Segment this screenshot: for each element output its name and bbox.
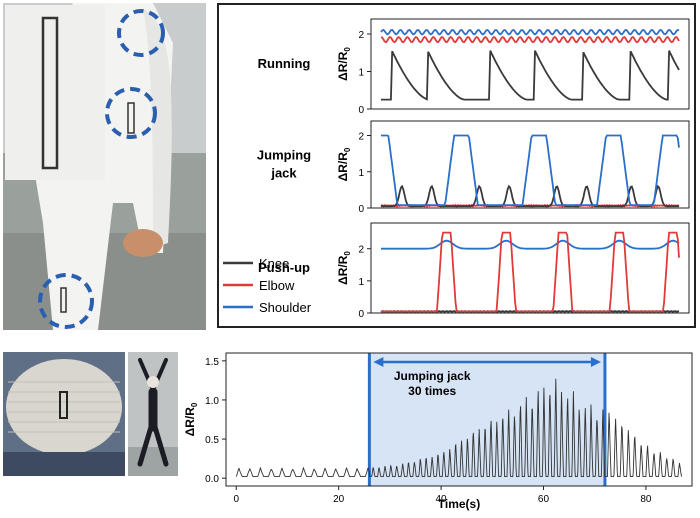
row-ylabel: ΔR/R0 — [336, 47, 352, 81]
row-ytick-label: 1 — [358, 168, 364, 179]
activity-row-3: Push-up ΔR/R0 0 1 2 Knee Elbow Shoulder — [223, 222, 690, 320]
body-photo — [3, 3, 206, 330]
row-ytick-label: 0 — [358, 309, 364, 320]
row-ytick-label: 1 — [358, 277, 364, 288]
series-elbow — [381, 231, 680, 313]
row-ytick-label: 2 — [358, 132, 364, 143]
series-shoulder — [381, 134, 680, 207]
row-ytick-label: 0 — [358, 204, 364, 215]
mask-chart-panel: Jumping jack 30 times 0 20 40 60 80 0.0 0.5 1.0 1.… — [182, 350, 697, 513]
activity-row-2: Jumping jack ΔR/R0 0 1 2 — [257, 120, 690, 215]
mask-xlabel: Time(s) — [438, 497, 480, 511]
row-ytick-label: 0 — [358, 105, 364, 116]
legend-label: Knee — [259, 256, 289, 271]
mask-axes — [225, 352, 693, 487]
series-shoulder — [380, 28, 680, 36]
mask-signal-line — [235, 378, 683, 478]
row-ytick-label: 2 — [358, 245, 364, 256]
arrow-head-right — [590, 357, 601, 367]
mask-xtick-label: 60 — [538, 494, 550, 505]
row-ytick-label: 2 — [358, 30, 364, 41]
row-axes — [370, 18, 690, 110]
row-ytick-label: 1 — [358, 68, 364, 79]
mask-ytick-label: 1.5 — [205, 357, 219, 368]
activity-row-1: Running ΔR/R0 0 1 2 — [258, 18, 690, 116]
activity-panel: Running ΔR/R0 0 1 2 Jumping jack ΔR/R0 0 1 2 Push-u… — [217, 3, 696, 328]
row-ylabel: ΔR/R0 — [336, 251, 352, 285]
jumping-person-photo — [128, 352, 178, 476]
series-elbow — [380, 35, 680, 44]
mask-ytick-label: 0.0 — [205, 474, 219, 485]
mask-ylabel: ΔR/R0 — [183, 402, 199, 436]
row-ylabel: ΔR/R0 — [336, 147, 352, 181]
mask-photo — [3, 352, 125, 476]
highlight-label: Jumping jack — [394, 369, 471, 383]
mask-ytick-label: 1.0 — [205, 396, 219, 407]
mask-xtick-label: 20 — [333, 494, 345, 505]
series-shoulder — [381, 239, 680, 250]
row-axes — [370, 120, 690, 209]
highlight-label: 30 times — [408, 384, 456, 398]
arrow-head-left — [373, 357, 384, 367]
row-title: jack — [270, 166, 297, 181]
legend-label: Elbow — [259, 278, 295, 293]
mask-ytick-label: 0.5 — [205, 435, 219, 446]
legend-label: Shoulder — [259, 300, 312, 315]
mask-xtick-label: 40 — [436, 494, 448, 505]
row-title: Jumping — [257, 148, 311, 163]
mask-xtick-label: 0 — [233, 494, 239, 505]
series-knee — [381, 50, 680, 101]
row-title: Push-up — [258, 260, 310, 275]
row-title: Running — [258, 56, 311, 71]
mask-xtick-label: 80 — [640, 494, 652, 505]
row-axes — [370, 222, 690, 314]
series-knee — [381, 184, 679, 208]
